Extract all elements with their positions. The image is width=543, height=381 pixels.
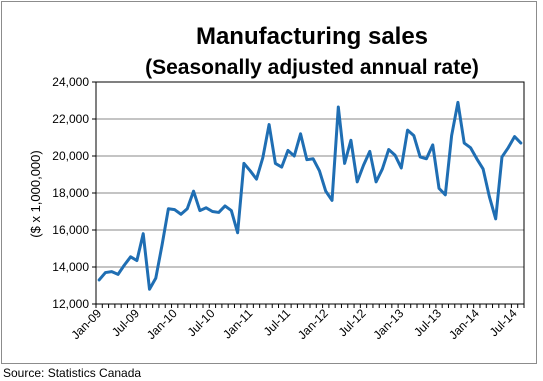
data-point (306, 158, 308, 161)
data-point (117, 273, 119, 276)
series-line-manufacturing-sales (97, 100, 523, 291)
data-point (400, 167, 403, 169)
data-point (356, 181, 359, 183)
y-tick-label: 24,000 (52, 75, 89, 89)
data-point (312, 157, 314, 160)
x-tick-label: Jan-11 (220, 306, 255, 341)
data-point (350, 139, 352, 142)
data-point (381, 168, 384, 170)
data-point (148, 288, 151, 291)
data-point (299, 133, 302, 135)
data-point (173, 208, 176, 211)
y-axis-ticks: 12,000 14,000 16,000 18,000 20,000 22,000 24,0… (52, 75, 96, 311)
x-tick-label: Jan-13 (371, 306, 407, 342)
data-point (488, 195, 491, 198)
x-tick-label: Jan-14 (446, 306, 482, 342)
data-point (406, 129, 409, 131)
data-point (394, 154, 396, 156)
plot-area (95, 81, 525, 305)
data-point (475, 157, 478, 160)
data-point (255, 178, 258, 180)
x-tick-label: Jul-10 (185, 306, 218, 339)
data-point (104, 271, 107, 274)
x-tick-label: Jan-12 (295, 306, 331, 342)
data-point (431, 144, 434, 146)
data-point (280, 166, 283, 168)
data-point (501, 156, 503, 158)
x-axis-ticks: Jan-09 Jul-09 Jan-10 Jul-10 Jan-11 Jul-11 Jan-… (68, 304, 525, 342)
data-point (520, 142, 522, 144)
data-point (161, 244, 163, 246)
x-tick-label: Jul-14 (487, 306, 520, 339)
data-point (268, 123, 270, 126)
data-point (469, 146, 472, 149)
gridlines (96, 118, 524, 268)
data-point (375, 181, 377, 183)
y-tick-label: 22,000 (52, 112, 89, 126)
y-tick-label: 14,000 (52, 260, 89, 274)
x-tick-label: Jul-13 (411, 306, 444, 339)
data-point (293, 155, 296, 157)
x-tick-label: Jan-10 (144, 306, 180, 342)
data-point (337, 106, 340, 108)
data-point (192, 190, 195, 192)
data-point (123, 264, 126, 266)
data-point (199, 209, 201, 212)
chart-title: Manufacturing sales (196, 23, 428, 50)
data-point (287, 149, 289, 152)
data-point (211, 210, 214, 213)
y-tick-label: 16,000 (52, 223, 89, 237)
data-point (387, 148, 390, 151)
data-point (154, 277, 157, 279)
data-point (110, 270, 113, 273)
data-point (494, 218, 497, 220)
data-point (425, 157, 428, 160)
data-point (224, 205, 226, 207)
source-note: Source: Statistics Canada (3, 366, 141, 380)
data-point (438, 187, 440, 190)
data-point (450, 134, 453, 137)
data-point (98, 279, 100, 281)
data-point (419, 156, 421, 158)
data-point (230, 209, 233, 212)
y-tick-label: 12,000 (52, 297, 89, 311)
data-point (368, 150, 371, 153)
data-point (205, 207, 207, 209)
y-tick-label: 18,000 (52, 186, 89, 200)
data-point (243, 162, 245, 165)
data-point (324, 190, 327, 192)
data-point (482, 168, 484, 170)
data-point (362, 164, 365, 167)
data-point (129, 256, 132, 258)
data-point (217, 211, 220, 214)
data-point (513, 135, 516, 138)
x-tick-label: Jul-09 (109, 306, 142, 339)
data-point (463, 142, 466, 144)
data-point (236, 231, 239, 234)
data-point (318, 170, 321, 172)
data-point (180, 213, 182, 216)
chart-subtitle: (Seasonally adjusted annual rate) (145, 56, 479, 79)
data-point (457, 101, 459, 104)
y-axis-label: ($ x 1,000,000) (28, 150, 43, 237)
data-points (98, 101, 522, 291)
x-tick-label: Jul-11 (261, 306, 294, 339)
data-point (413, 134, 415, 137)
data-point (331, 199, 333, 202)
x-tick-label: Jan-09 (68, 306, 104, 342)
data-point (507, 146, 510, 149)
data-point (343, 162, 346, 165)
data-point (142, 232, 145, 235)
x-tick-label: Jul-12 (336, 306, 369, 339)
data-point (444, 194, 447, 196)
data-point (249, 170, 252, 172)
data-point (274, 162, 277, 165)
data-point (261, 157, 264, 159)
data-point (136, 259, 138, 262)
y-tick-label: 20,000 (52, 149, 89, 163)
data-point (186, 207, 189, 210)
data-point (167, 207, 170, 210)
